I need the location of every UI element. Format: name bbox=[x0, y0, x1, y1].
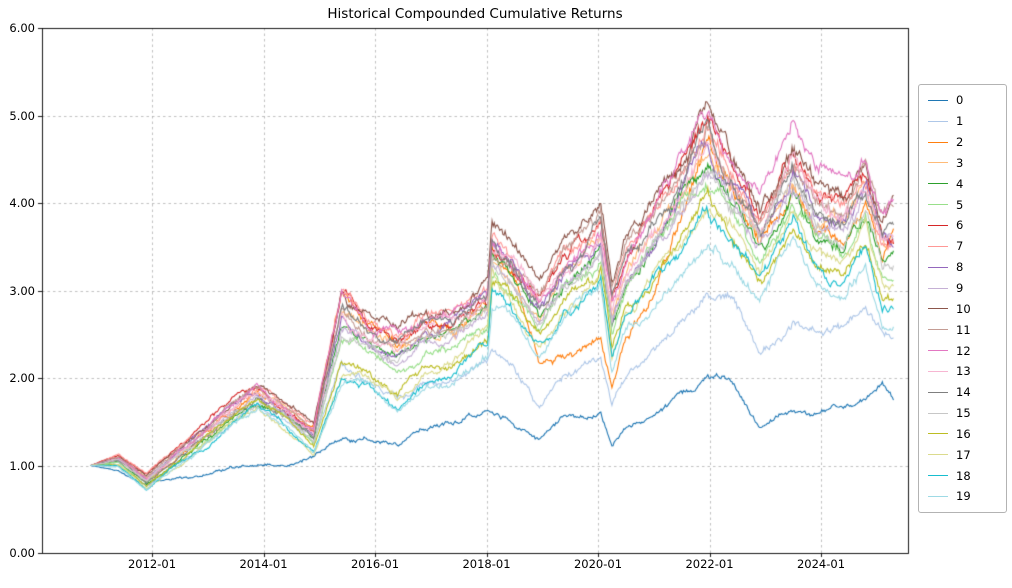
legend-entry: 19 bbox=[928, 486, 1006, 507]
legend-line-icon bbox=[928, 412, 948, 414]
legend-entry: 15 bbox=[928, 403, 1006, 424]
legend-label: 18 bbox=[956, 468, 971, 483]
legend-label: 7 bbox=[956, 239, 964, 254]
legend-label: 19 bbox=[956, 489, 971, 504]
legend-label: 14 bbox=[956, 385, 971, 400]
legend-entry: 17 bbox=[928, 444, 1006, 465]
legend-label: 9 bbox=[956, 281, 964, 296]
x-tick-label: 2014-01 bbox=[239, 557, 288, 571]
y-tick-label: 0.00 bbox=[9, 546, 35, 560]
legend-label: 12 bbox=[956, 343, 971, 358]
y-tick-label: 2.00 bbox=[9, 371, 35, 385]
legend-line-icon bbox=[928, 162, 948, 164]
legend-line-icon bbox=[928, 204, 948, 206]
legend-entry: 12 bbox=[928, 340, 1006, 361]
y-tick-label: 6.00 bbox=[9, 21, 35, 35]
legend-label: 2 bbox=[956, 135, 964, 150]
legend-entry: 14 bbox=[928, 382, 1006, 403]
legend-line-icon bbox=[928, 266, 948, 268]
legend-line-icon bbox=[928, 308, 948, 310]
y-tick-label: 5.00 bbox=[9, 108, 35, 123]
legend-line-icon bbox=[928, 287, 948, 289]
y-tick-label: 3.00 bbox=[9, 283, 35, 298]
legend-entry: 2 bbox=[928, 132, 1006, 153]
y-tick-label: 4.00 bbox=[9, 196, 35, 210]
legend-entry: 7 bbox=[928, 236, 1006, 257]
legend: 0 1 2 3 4 5 6 7 8 9 10 11 12 13 14 15 16 17 18 19 bbox=[918, 84, 1007, 513]
legend-entry: 11 bbox=[928, 319, 1006, 340]
legend-label: 1 bbox=[956, 114, 964, 129]
legend-line-icon bbox=[928, 329, 948, 331]
legend-entry: 8 bbox=[928, 257, 1006, 278]
legend-line-icon bbox=[928, 183, 948, 185]
legend-entry: 10 bbox=[928, 298, 1006, 319]
legend-line-icon bbox=[928, 99, 948, 101]
x-tick-label: 2016-01 bbox=[350, 557, 400, 571]
legend-label: 15 bbox=[956, 406, 971, 421]
legend-entry: 6 bbox=[928, 215, 1006, 236]
legend-label: 3 bbox=[956, 155, 964, 170]
legend-label: 11 bbox=[956, 322, 971, 337]
legend-label: 8 bbox=[956, 260, 964, 275]
legend-entry: 3 bbox=[928, 153, 1006, 174]
legend-line-icon bbox=[928, 454, 948, 456]
legend-label: 6 bbox=[956, 218, 964, 233]
legend-line-icon bbox=[928, 141, 948, 143]
legend-entry: 1 bbox=[928, 111, 1006, 132]
legend-line-icon bbox=[928, 350, 948, 352]
legend-line-icon bbox=[928, 370, 948, 372]
y-tick-label: 1.00 bbox=[9, 458, 35, 473]
chart-title: Historical Compounded Cumulative Returns bbox=[327, 6, 623, 22]
legend-line-icon bbox=[928, 120, 948, 122]
legend-label: 16 bbox=[956, 426, 971, 441]
legend-line-icon bbox=[928, 433, 948, 435]
legend-label: 10 bbox=[956, 301, 971, 316]
legend-line-icon bbox=[928, 475, 948, 477]
x-tick-label: 2020-01 bbox=[573, 557, 623, 571]
legend-entry: 4 bbox=[928, 173, 1006, 194]
legend-entry: 16 bbox=[928, 424, 1006, 445]
legend-label: 0 bbox=[956, 93, 964, 108]
legend-label: 5 bbox=[956, 197, 964, 212]
legend-label: 13 bbox=[956, 364, 971, 379]
x-tick-label: 2012-01 bbox=[127, 557, 177, 571]
x-tick-label: 2024-01 bbox=[796, 557, 846, 571]
legend-entry: 18 bbox=[928, 465, 1006, 486]
legend-entry: 0 bbox=[928, 90, 1006, 111]
legend-label: 17 bbox=[956, 447, 971, 462]
legend-entry: 9 bbox=[928, 278, 1006, 299]
legend-entry: 13 bbox=[928, 361, 1006, 382]
legend-line-icon bbox=[928, 224, 948, 226]
legend-line-icon bbox=[928, 495, 948, 497]
legend-line-icon bbox=[928, 245, 948, 247]
legend-entry: 5 bbox=[928, 194, 1006, 215]
x-tick-label: 2022-01 bbox=[685, 557, 734, 571]
x-tick-label: 2018-01 bbox=[462, 557, 511, 571]
legend-label: 4 bbox=[956, 176, 964, 191]
legend-line-icon bbox=[928, 391, 948, 393]
